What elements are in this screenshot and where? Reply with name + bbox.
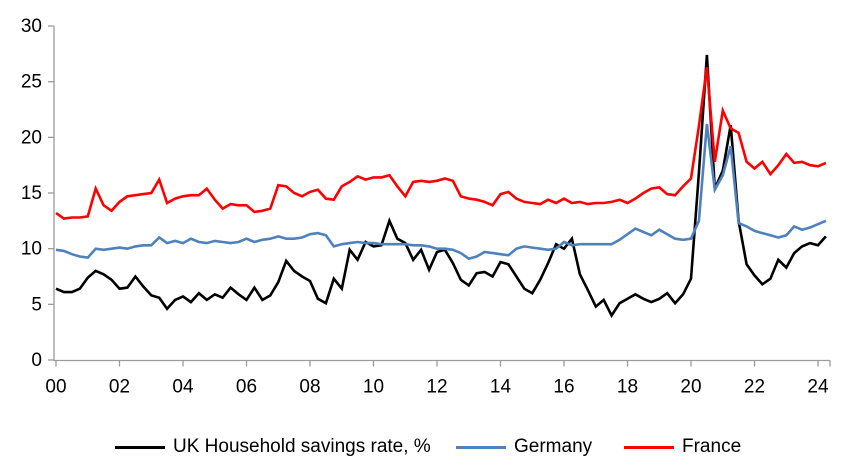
- x-tick-label-22: 22: [744, 377, 765, 398]
- x-tick-label-12: 12: [426, 377, 447, 398]
- x-tick-label-06: 06: [236, 377, 257, 398]
- x-tick-label-02: 02: [109, 377, 130, 398]
- x-tick-label-16: 16: [553, 377, 574, 398]
- x-tick-label-20: 20: [680, 377, 701, 398]
- x-tick-label-14: 14: [490, 377, 512, 398]
- y-tick-label-10: 10: [21, 239, 42, 260]
- france-line-swatch: [624, 445, 674, 449]
- x-tick-label-00: 00: [45, 377, 66, 398]
- legend-label-france: France: [682, 436, 742, 457]
- x-axis-ticks: [55, 360, 831, 367]
- x-tick-label-10: 10: [363, 377, 384, 398]
- y-tick-label-25: 25: [21, 72, 42, 93]
- x-tick-label-08: 08: [299, 377, 320, 398]
- legend-item-france: France: [624, 437, 741, 457]
- y-tick-label-5: 5: [31, 294, 42, 315]
- x-tick-label-04: 04: [172, 377, 194, 398]
- axes: [53, 26, 830, 362]
- legend-label-uk: UK Household savings rate, %: [173, 436, 431, 457]
- y-tick-label-0: 0: [31, 350, 42, 371]
- legend-label-germany: Germany: [514, 436, 593, 457]
- x-tick-label-24: 24: [807, 377, 829, 398]
- legend-item-germany: Germany: [456, 437, 592, 457]
- germany-line-swatch: [456, 445, 506, 449]
- x-axis-labels: 00 02 04 06 08 10 12 14 16 18 20 22 24: [45, 377, 829, 398]
- uk-line-swatch: [115, 445, 165, 449]
- y-axis-labels: 0 5 10 15 20 25 30: [21, 16, 42, 371]
- x-tick-label-18: 18: [617, 377, 638, 398]
- line-uk-household-savings-rate: [55, 54, 827, 319]
- y-tick-label-20: 20: [21, 127, 42, 148]
- series-lines: [55, 54, 827, 319]
- y-tick-label-15: 15: [21, 183, 42, 204]
- y-tick-label-30: 30: [21, 16, 42, 37]
- line-germany: [55, 123, 827, 261]
- legend-item-uk: UK Household savings rate, %: [115, 437, 431, 457]
- y-axis-ticks: [48, 25, 54, 361]
- line-france: [55, 67, 827, 220]
